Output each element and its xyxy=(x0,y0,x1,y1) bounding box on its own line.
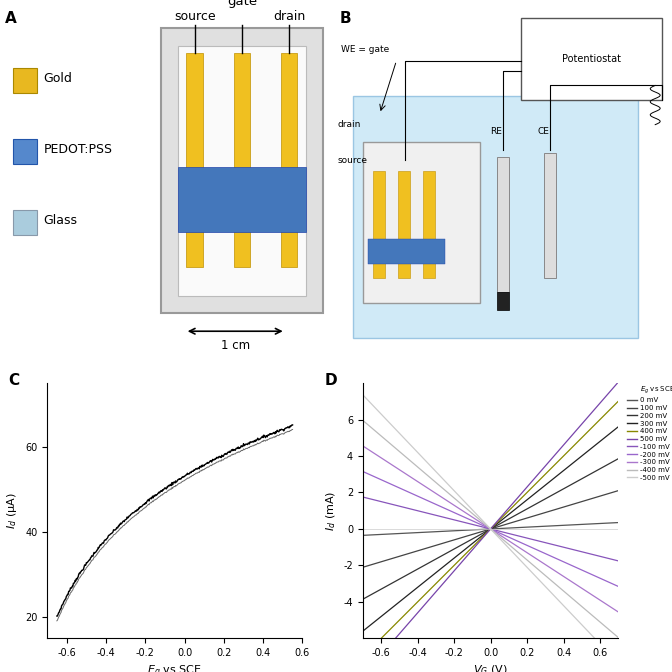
Bar xyxy=(178,46,306,296)
Bar xyxy=(13,139,37,164)
Bar xyxy=(423,171,435,278)
Bar xyxy=(363,142,480,302)
Text: Glass: Glass xyxy=(44,214,78,227)
Text: A: A xyxy=(5,11,17,26)
Text: source: source xyxy=(174,9,216,23)
Bar xyxy=(281,54,297,267)
Text: drain: drain xyxy=(273,9,305,23)
X-axis label: $E_g$ vs SCE: $E_g$ vs SCE xyxy=(147,664,202,672)
Text: Gold: Gold xyxy=(44,72,73,85)
Text: B: B xyxy=(339,11,351,26)
Text: D: D xyxy=(325,373,337,388)
Text: gate: gate xyxy=(227,0,257,8)
Y-axis label: $I_d$ (mA): $I_d$ (mA) xyxy=(325,491,338,531)
Y-axis label: $I_d$ (μA): $I_d$ (μA) xyxy=(5,493,19,529)
Text: source: source xyxy=(337,156,368,165)
Bar xyxy=(398,171,410,278)
Text: C: C xyxy=(9,373,20,388)
Bar xyxy=(544,153,556,278)
Bar xyxy=(373,171,384,278)
Bar xyxy=(13,68,37,93)
Bar xyxy=(186,54,203,267)
Bar xyxy=(521,18,662,99)
Bar xyxy=(353,96,638,339)
Bar xyxy=(161,28,323,313)
Text: CE: CE xyxy=(538,127,550,136)
Text: PEDOT:PSS: PEDOT:PSS xyxy=(44,143,113,156)
Text: 1 cm: 1 cm xyxy=(220,339,250,352)
Text: WE = gate: WE = gate xyxy=(341,46,389,54)
Text: drain: drain xyxy=(337,120,361,129)
Text: RE: RE xyxy=(491,127,503,136)
X-axis label: $V_G$ (V): $V_G$ (V) xyxy=(473,664,508,672)
Bar xyxy=(178,167,306,231)
Legend: $E_g$ vs SCE, 0 mV, 100 mV, 200 mV, 300 mV, 400 mV, 500 mV, -100 mV, -200 mV, -3: $E_g$ vs SCE, 0 mV, 100 mV, 200 mV, 300 … xyxy=(624,382,672,484)
Bar xyxy=(368,239,445,263)
Bar xyxy=(497,292,509,310)
Bar xyxy=(497,157,509,292)
Text: Potentiostat: Potentiostat xyxy=(562,54,621,64)
Bar xyxy=(234,54,250,267)
Bar xyxy=(13,210,37,235)
